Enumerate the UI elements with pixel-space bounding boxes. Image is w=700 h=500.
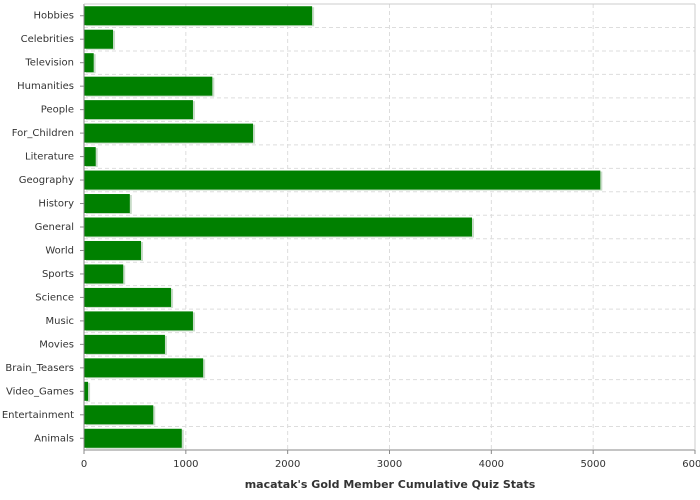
y-tick-label: Animals [34, 433, 74, 444]
bar [84, 29, 114, 49]
y-tick-label: Movies [39, 339, 74, 350]
x-tick-label: 6000 [682, 459, 700, 470]
x-tick-label: 4000 [479, 459, 504, 470]
y-tick-label: Brain_Teasers [5, 363, 74, 374]
bar [84, 147, 96, 167]
x-tick-label: 5000 [580, 459, 605, 470]
bar [84, 123, 254, 143]
y-tick-label: World [45, 245, 74, 256]
bar [84, 194, 130, 214]
y-tick-label: Celebrities [21, 34, 74, 45]
bar [84, 53, 94, 73]
y-tick-label: Literature [25, 152, 74, 163]
y-tick-label: Geography [19, 175, 74, 186]
bar [84, 334, 165, 354]
y-tick-label: General [35, 222, 74, 233]
x-tick-label: 2000 [275, 459, 300, 470]
bar [84, 428, 182, 448]
bar [84, 287, 172, 307]
y-tick-label: Humanities [17, 81, 74, 92]
y-tick-label: People [41, 105, 74, 116]
y-tick-label: Television [24, 58, 74, 69]
y-tick-label: History [38, 199, 74, 210]
x-tick-label: 0 [81, 459, 87, 470]
bar [84, 358, 204, 378]
y-tick-label: For_Children [12, 128, 74, 139]
y-tick-label: Hobbies [34, 11, 74, 22]
x-tick-label: 1000 [173, 459, 198, 470]
y-tick-label: Sports [42, 269, 74, 280]
x-tick-label: 3000 [377, 459, 402, 470]
bar [84, 381, 89, 401]
bar [84, 240, 142, 260]
bar [84, 170, 601, 190]
bar [84, 311, 193, 331]
bar [84, 405, 154, 425]
bar [84, 6, 313, 26]
y-tick-label: Music [46, 316, 74, 327]
x-axis-label: macatak's Gold Member Cumulative Quiz St… [245, 478, 536, 491]
y-tick-label: Video_Games [6, 386, 74, 397]
y-tick-label: Science [35, 292, 74, 303]
bar [84, 217, 472, 237]
bar [84, 100, 193, 120]
bar [84, 76, 213, 96]
y-tick-label: Entertainment [2, 410, 74, 421]
bar [84, 264, 124, 284]
